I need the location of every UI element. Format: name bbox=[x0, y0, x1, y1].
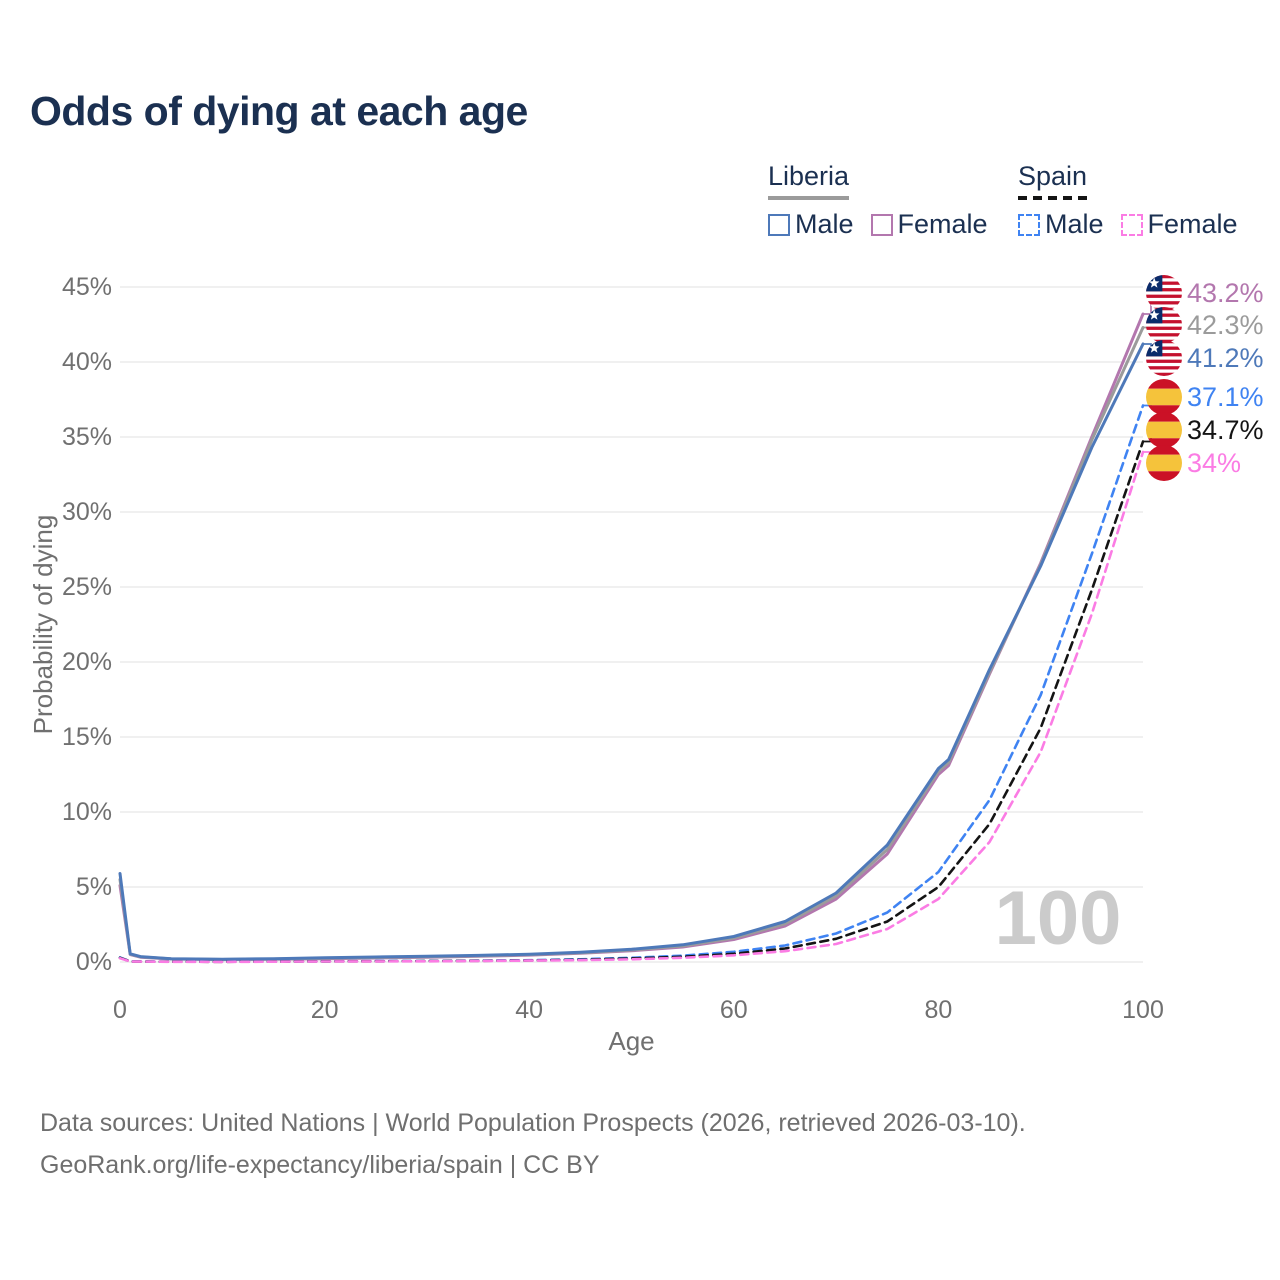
legend-country-spain[interactable]: Spain bbox=[1018, 161, 1088, 200]
hovered-age-watermark: 100 bbox=[995, 876, 1122, 961]
x-tick-label: 40 bbox=[515, 996, 543, 1024]
y-tick-label: 20% bbox=[62, 648, 112, 676]
legend-item-label: Male bbox=[1045, 209, 1104, 239]
flag-spain-icon bbox=[1146, 412, 1182, 448]
attribution-line: GeoRank.org/life-expectancy/liberia/spai… bbox=[40, 1151, 600, 1179]
series-line-liberia-female[interactable] bbox=[118, 312, 1145, 962]
odds-of-dying-chart: 100 0% 5% 10% 15% 20% 25% 30% 35% 40% 45% 0 20 40 60 80… bbox=[28, 273, 1264, 1056]
liberia-female-swatch-icon bbox=[870, 213, 893, 236]
legend-item-label: Male bbox=[795, 209, 854, 239]
data-source-line: Data sources: United Nations | World Pop… bbox=[40, 1109, 1026, 1137]
series-line-spain-both-sexes[interactable] bbox=[118, 440, 1145, 964]
x-tick-label: 100 bbox=[1122, 996, 1164, 1024]
flag-spain-icon bbox=[1146, 445, 1182, 481]
x-tick-label: 0 bbox=[113, 996, 127, 1024]
legend-group-liberia: Liberia Male Female bbox=[768, 161, 988, 240]
spain-male-swatch-icon bbox=[1018, 213, 1040, 236]
legend-country-label: Liberia bbox=[768, 161, 850, 191]
y-tick-label: 45% bbox=[62, 273, 112, 301]
legend-item-label: Female bbox=[897, 209, 988, 239]
series-line-liberia-male[interactable] bbox=[118, 342, 1145, 961]
end-label-liberia-male: 41.2% bbox=[1187, 343, 1264, 373]
y-tick-label: 10% bbox=[62, 798, 112, 826]
legend-country-liberia[interactable]: Liberia bbox=[768, 161, 850, 200]
x-axis-title: Age bbox=[608, 1026, 654, 1056]
y-tick-label: 15% bbox=[62, 723, 112, 751]
legend-item-spain-female[interactable]: Female bbox=[1120, 209, 1238, 240]
end-label-spain-female: 34% bbox=[1187, 448, 1241, 478]
x-tick-label: 20 bbox=[311, 996, 339, 1024]
x-tick-label: 60 bbox=[720, 996, 748, 1024]
legend-item-liberia-female[interactable]: Female bbox=[870, 209, 988, 240]
liberia-male-swatch-icon bbox=[768, 213, 790, 236]
legend-item-liberia-male[interactable]: Male bbox=[768, 209, 854, 240]
series-line-spain-male[interactable] bbox=[118, 404, 1145, 963]
end-label-liberia-both-sexes: 42.3% bbox=[1187, 310, 1264, 340]
x-tick-label: 80 bbox=[924, 996, 952, 1024]
end-label-spain-both-sexes: 34.7% bbox=[1187, 415, 1264, 445]
legend-group-spain: Spain Male Female bbox=[1018, 161, 1238, 240]
series-line-spain-female[interactable] bbox=[118, 450, 1145, 964]
y-tick-label: 30% bbox=[62, 498, 112, 526]
y-tick-label: 35% bbox=[62, 423, 112, 451]
legend-underline-spain bbox=[1018, 196, 1088, 200]
y-tick-label: 5% bbox=[76, 873, 112, 901]
legend-country-label: Spain bbox=[1018, 161, 1088, 191]
y-tick-label: 0% bbox=[76, 948, 112, 976]
legend-item-spain-male[interactable]: Male bbox=[1018, 209, 1104, 240]
footer: Data sources: United Nations | World Pop… bbox=[40, 1102, 1026, 1186]
y-tick-label: 25% bbox=[62, 573, 112, 601]
flag-liberia-icon bbox=[1146, 307, 1182, 343]
end-label-spain-male: 37.1% bbox=[1187, 382, 1264, 412]
y-axis-title: Probability of dying bbox=[28, 515, 58, 735]
spain-female-swatch-icon bbox=[1120, 213, 1143, 236]
legend-item-label: Female bbox=[1147, 209, 1238, 239]
flag-liberia-icon bbox=[1146, 340, 1182, 376]
page-title: Odds of dying at each age bbox=[30, 88, 528, 134]
series-line-liberia-both-sexes[interactable] bbox=[118, 326, 1145, 961]
end-label-liberia-female: 43.2% bbox=[1187, 278, 1264, 308]
flag-spain-icon bbox=[1146, 379, 1182, 415]
legend-underline-liberia bbox=[768, 196, 850, 200]
y-tick-label: 40% bbox=[62, 348, 112, 376]
